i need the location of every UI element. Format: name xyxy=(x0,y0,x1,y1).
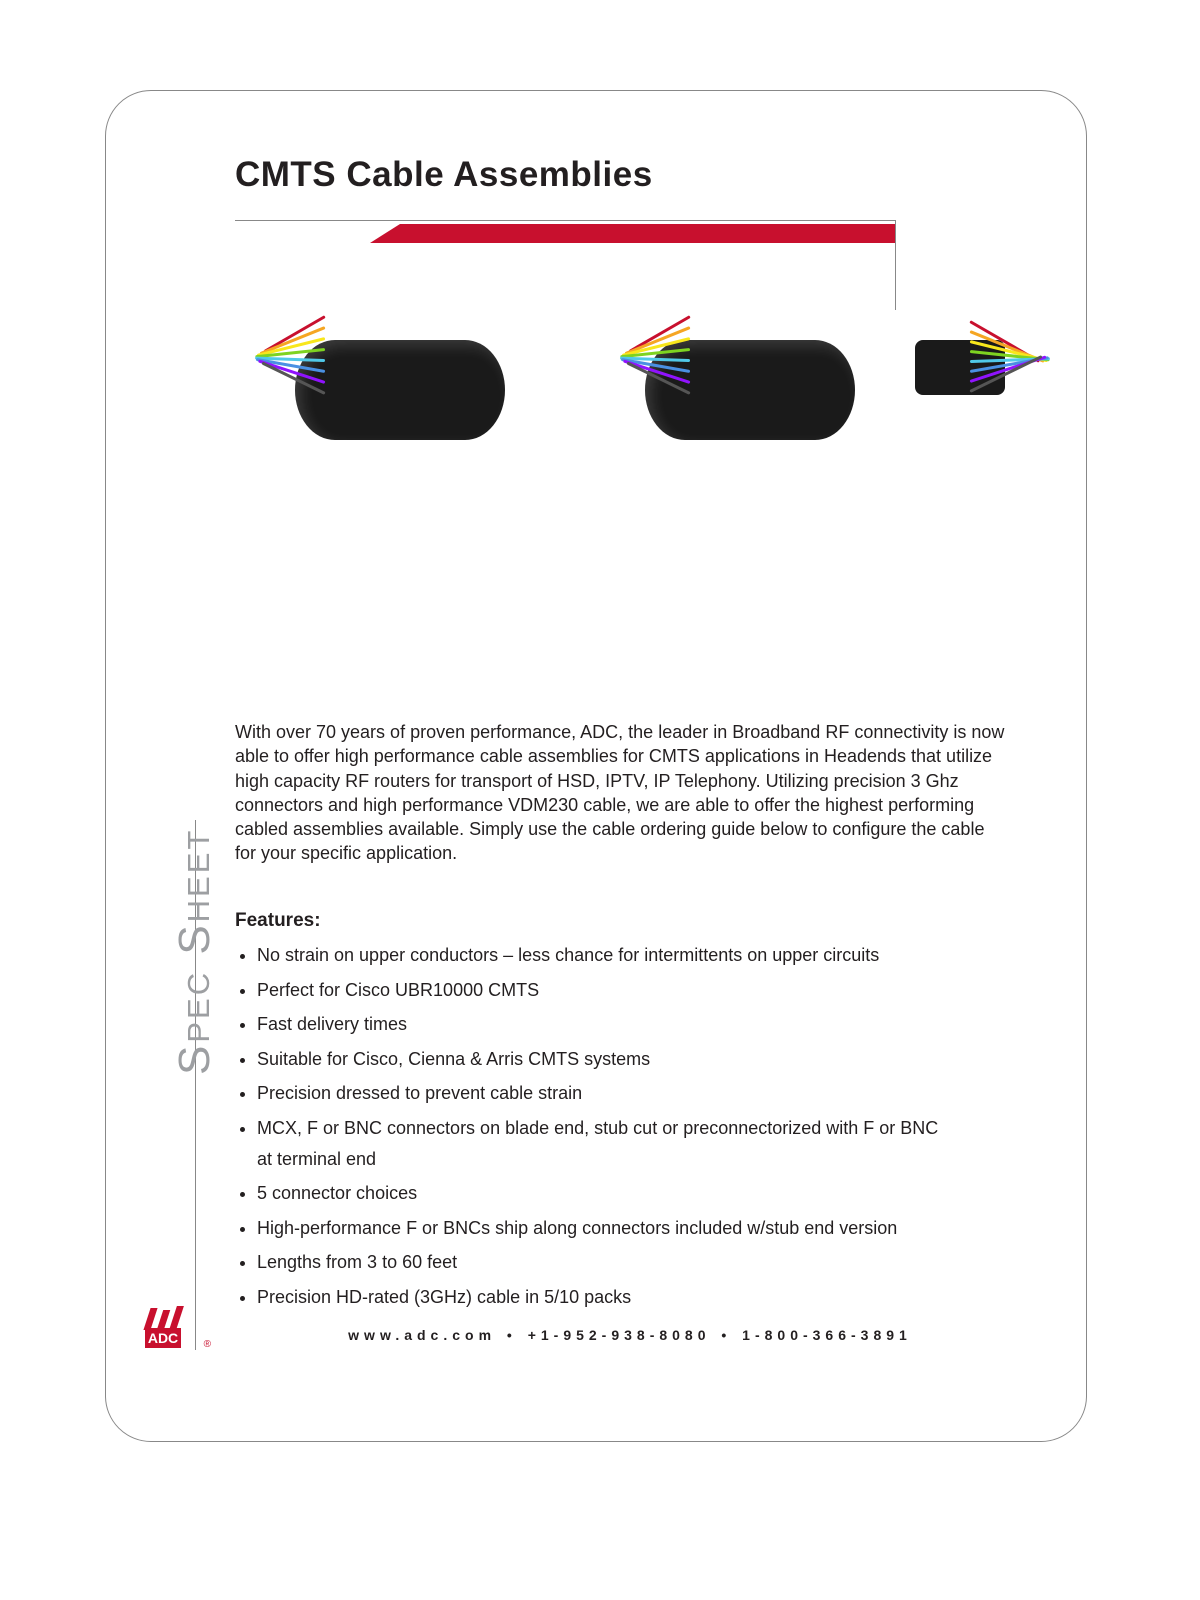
product-image-left xyxy=(235,300,605,470)
title-vertical-rule xyxy=(895,220,896,310)
logo-text: ADC xyxy=(145,1328,181,1348)
feature-item: 5 connector choices xyxy=(257,1178,955,1209)
accent-bar xyxy=(400,224,895,243)
product-image-area xyxy=(235,300,995,520)
accent-bar-tail xyxy=(370,224,400,243)
feature-item: High-performance F or BNCs ship along co… xyxy=(257,1213,955,1244)
feature-item: No strain on upper conductors – less cha… xyxy=(257,940,955,971)
feature-item: Perfect for Cisco UBR10000 CMTS xyxy=(257,975,955,1006)
title-rule xyxy=(235,220,895,221)
feature-item: Suitable for Cisco, Cienna & Arris CMTS … xyxy=(257,1044,955,1075)
side-label: Spec Sheet xyxy=(170,828,220,1075)
feature-item: Precision HD-rated (3GHz) cable in 5/10 … xyxy=(257,1282,955,1313)
feature-item: Fast delivery times xyxy=(257,1009,955,1040)
feature-item: MCX, F or BNC connectors on blade end, s… xyxy=(257,1113,955,1174)
features-list: No strain on upper conductors – less cha… xyxy=(235,940,955,1317)
registered-icon: ® xyxy=(204,1339,211,1350)
features-heading: Features: xyxy=(235,910,321,932)
page-title: CMTS Cable Assemblies xyxy=(235,155,653,195)
feature-item: Precision dressed to prevent cable strai… xyxy=(257,1078,955,1109)
product-image-right xyxy=(625,300,995,470)
footer-contact: www.adc.com • +1-952-938-8080 • 1-800-36… xyxy=(250,1327,1010,1343)
brand-logo: ADC ® xyxy=(145,1300,201,1348)
intro-paragraph: With over 70 years of proven performance… xyxy=(235,720,1005,866)
feature-item: Lengths from 3 to 60 feet xyxy=(257,1247,955,1278)
